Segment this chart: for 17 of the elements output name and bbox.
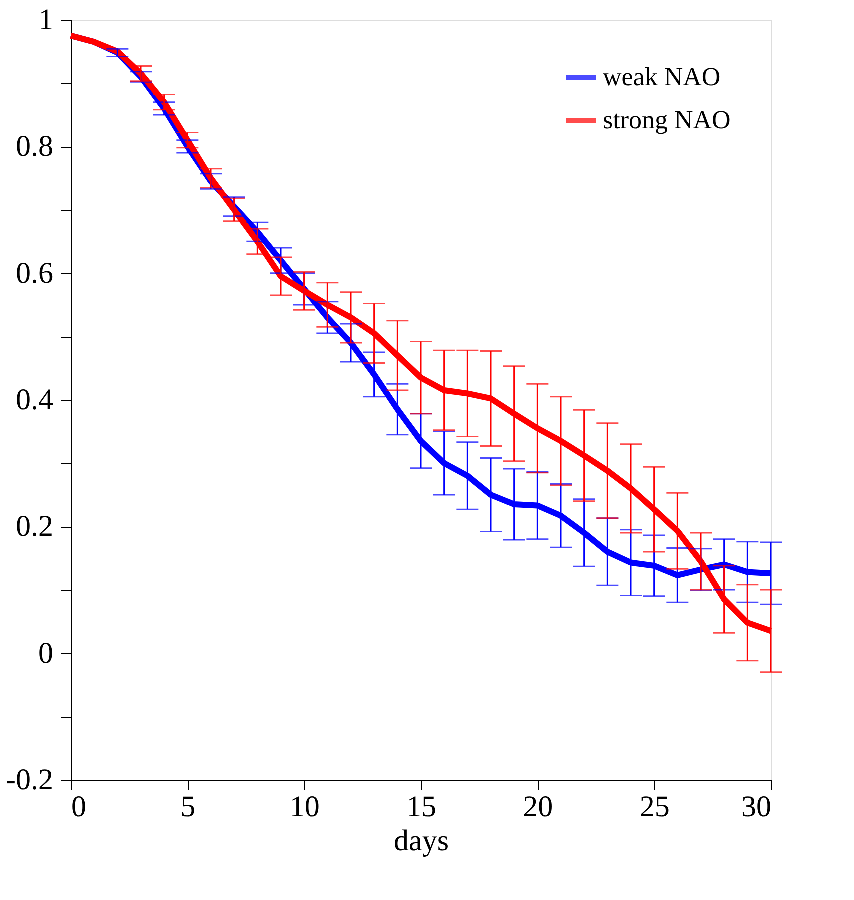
y-tick-label: 0.2 [16, 510, 54, 544]
x-tick-label: 10 [290, 790, 320, 824]
y-tick-label: 0.4 [16, 384, 54, 416]
x-tick-label: 25 [640, 790, 670, 824]
y-tick-label: 1 [38, 4, 54, 36]
x-tick-label: 15 [406, 790, 436, 824]
legend-label: weak NAO [603, 62, 721, 92]
legend-label: strong NAO [603, 106, 731, 134]
y-tick-label: 0.8 [16, 130, 54, 164]
x-tick-label: 30 [742, 790, 772, 824]
x-tick-label: 5 [180, 790, 196, 824]
y-tick-label: 0 [38, 636, 54, 670]
x-tick-label: 20 [523, 790, 554, 824]
x-tick-label: 0 [72, 790, 86, 824]
y-tick-label: -0.2 [6, 764, 54, 796]
y-tick-label: 0.6 [16, 256, 54, 290]
x-axis-title: days [394, 824, 449, 858]
